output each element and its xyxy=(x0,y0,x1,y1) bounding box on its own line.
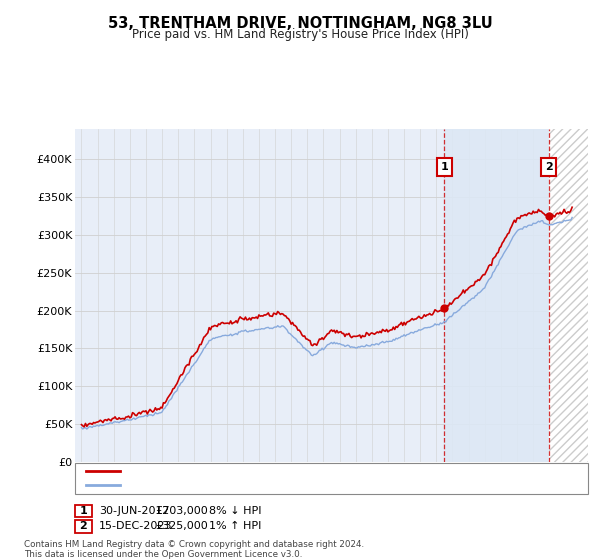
Bar xyxy=(548,106,600,462)
Text: £203,000: £203,000 xyxy=(155,506,208,516)
Text: £325,000: £325,000 xyxy=(155,521,208,531)
Text: HPI: Average price, detached house, City of Nottingham: HPI: Average price, detached house, City… xyxy=(126,480,418,490)
Text: Contains HM Land Registry data © Crown copyright and database right 2024.
This d: Contains HM Land Registry data © Crown c… xyxy=(24,540,364,559)
Text: 30-JUN-2017: 30-JUN-2017 xyxy=(99,506,170,516)
Text: 2: 2 xyxy=(80,521,87,531)
Text: 8% ↓ HPI: 8% ↓ HPI xyxy=(209,506,261,516)
Text: 1: 1 xyxy=(440,162,448,172)
Text: 2: 2 xyxy=(545,162,553,172)
Text: 53, TRENTHAM DRIVE, NOTTINGHAM, NG8 3LU (detached house): 53, TRENTHAM DRIVE, NOTTINGHAM, NG8 3LU … xyxy=(126,466,463,477)
Bar xyxy=(548,129,600,462)
Text: 1% ↑ HPI: 1% ↑ HPI xyxy=(209,521,261,531)
Text: 15-DEC-2023: 15-DEC-2023 xyxy=(99,521,173,531)
Text: 1: 1 xyxy=(80,506,87,516)
Text: Price paid vs. HM Land Registry's House Price Index (HPI): Price paid vs. HM Land Registry's House … xyxy=(131,28,469,41)
Text: 53, TRENTHAM DRIVE, NOTTINGHAM, NG8 3LU: 53, TRENTHAM DRIVE, NOTTINGHAM, NG8 3LU xyxy=(107,16,493,31)
Bar xyxy=(445,129,548,462)
